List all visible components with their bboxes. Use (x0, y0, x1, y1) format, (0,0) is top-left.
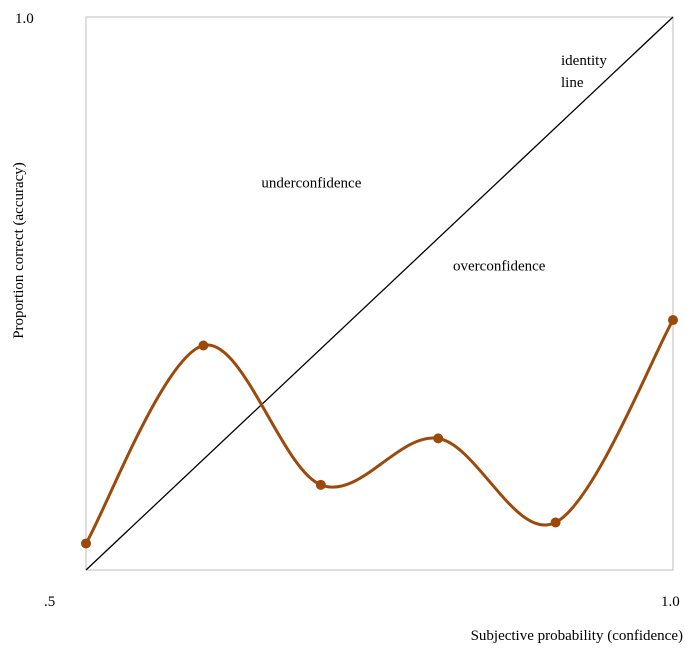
y-axis-label: Proportion correct (accuracy) (11, 162, 27, 339)
plot-frame (85, 16, 674, 571)
data-point-1 (81, 538, 91, 549)
x-tick-label-min: .5 (44, 594, 55, 610)
x-tick-label-max: 1.0 (661, 594, 680, 610)
series-markers (81, 315, 678, 549)
x-axis-label: Subjective probability (confidence) (471, 628, 683, 644)
series-curve (84, 319, 675, 545)
identity-line-label-2: line (561, 75, 584, 91)
data-point-2 (198, 340, 209, 351)
y-tick-label-max: 1.0 (15, 11, 34, 27)
annotation-underconfidence: underconfidence (261, 175, 361, 191)
annotation-overconfidence: overconfidence (453, 258, 546, 274)
identity-line-label-1: identity (561, 53, 607, 69)
data-point-6 (668, 315, 678, 326)
data-point-5 (550, 517, 561, 528)
identity-line (85, 16, 674, 571)
data-point-3 (315, 479, 326, 490)
data-point-4 (433, 433, 444, 444)
